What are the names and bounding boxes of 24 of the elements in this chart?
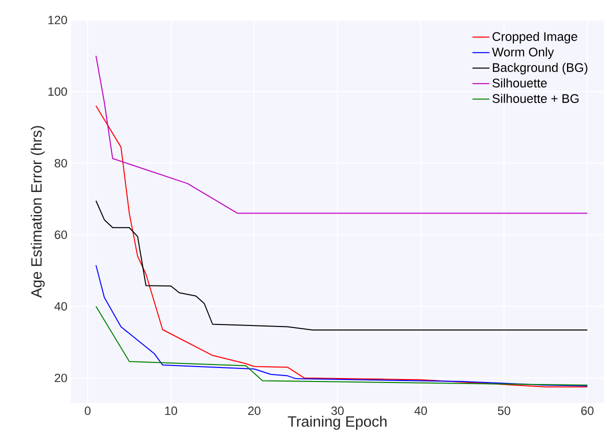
x-axis-title: Training Epoch	[288, 416, 386, 430]
x-tick-label: 10	[165, 406, 178, 415]
x-tick-label: 40	[414, 406, 427, 415]
y-tick-label: 80	[54, 158, 68, 168]
y-axis-title: Age Estimation Error (hrs)	[30, 126, 45, 298]
x-tick-label: 0	[84, 406, 91, 415]
x-tick-label: 30	[331, 406, 344, 415]
y-tick-label: 120	[48, 16, 68, 24]
y-tick-label: 20	[54, 374, 68, 382]
line-series	[95, 264, 588, 386]
x-tick-label: 20	[248, 406, 260, 415]
legend-label: Worm Only	[492, 47, 554, 59]
x-tick-label: 60	[581, 406, 594, 415]
x-tick-label: 50	[498, 406, 510, 415]
line-series	[95, 105, 588, 388]
legend-label: Silhouette + BG	[492, 94, 579, 103]
y-tick-label: 100	[48, 87, 68, 96]
line-series	[95, 200, 588, 330]
legend-label: Silhouette	[492, 78, 547, 88]
y-tick-label: 40	[54, 302, 68, 311]
legend-label: Cropped Image	[492, 32, 578, 44]
legend-label: Background (BG)	[492, 62, 588, 74]
line-series	[95, 306, 588, 386]
y-tick-label: 60	[54, 230, 68, 239]
